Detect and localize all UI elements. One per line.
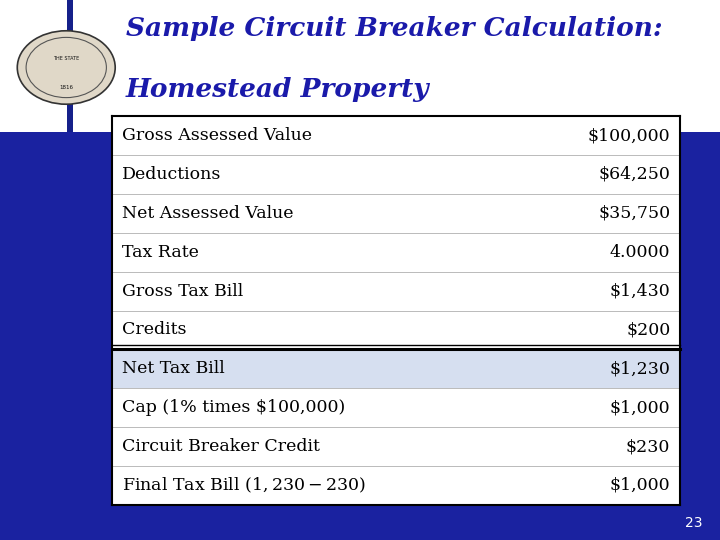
Text: $100,000: $100,000	[588, 127, 670, 144]
Circle shape	[17, 31, 115, 104]
Text: 4.0000: 4.0000	[610, 244, 670, 261]
Text: Gross Tax Bill: Gross Tax Bill	[122, 282, 243, 300]
Bar	[67, 0, 73, 132]
Text: $1,430: $1,430	[610, 282, 670, 300]
Text: Net Assessed Value: Net Assessed Value	[122, 205, 293, 222]
Text: Deductions: Deductions	[122, 166, 221, 183]
Text: $200: $200	[626, 321, 670, 339]
Text: Credits: Credits	[122, 321, 186, 339]
Bar	[0, 0, 720, 132]
Text: $35,750: $35,750	[598, 205, 670, 222]
Text: Final Tax Bill ($1,230-$230): Final Tax Bill ($1,230-$230)	[122, 476, 366, 495]
Text: 1816: 1816	[59, 85, 73, 90]
Text: THE STATE: THE STATE	[53, 56, 79, 61]
Text: Tax Rate: Tax Rate	[122, 244, 199, 261]
Text: 23: 23	[685, 516, 702, 530]
Text: $1,000: $1,000	[610, 477, 670, 494]
Text: Gross Assessed Value: Gross Assessed Value	[122, 127, 312, 144]
Text: Net Tax Bill: Net Tax Bill	[122, 360, 225, 377]
Bar	[112, 116, 680, 505]
Bar	[112, 349, 680, 388]
Text: Cap (1% times $100,000): Cap (1% times $100,000)	[122, 399, 345, 416]
Text: Sample Circuit Breaker Calculation:: Sample Circuit Breaker Calculation:	[126, 16, 662, 41]
Text: $64,250: $64,250	[598, 166, 670, 183]
Text: $230: $230	[626, 438, 670, 455]
Text: Homestead Property: Homestead Property	[126, 77, 430, 102]
Text: Circuit Breaker Credit: Circuit Breaker Credit	[122, 438, 320, 455]
Text: $1,000: $1,000	[610, 399, 670, 416]
Text: $1,230: $1,230	[609, 360, 670, 377]
